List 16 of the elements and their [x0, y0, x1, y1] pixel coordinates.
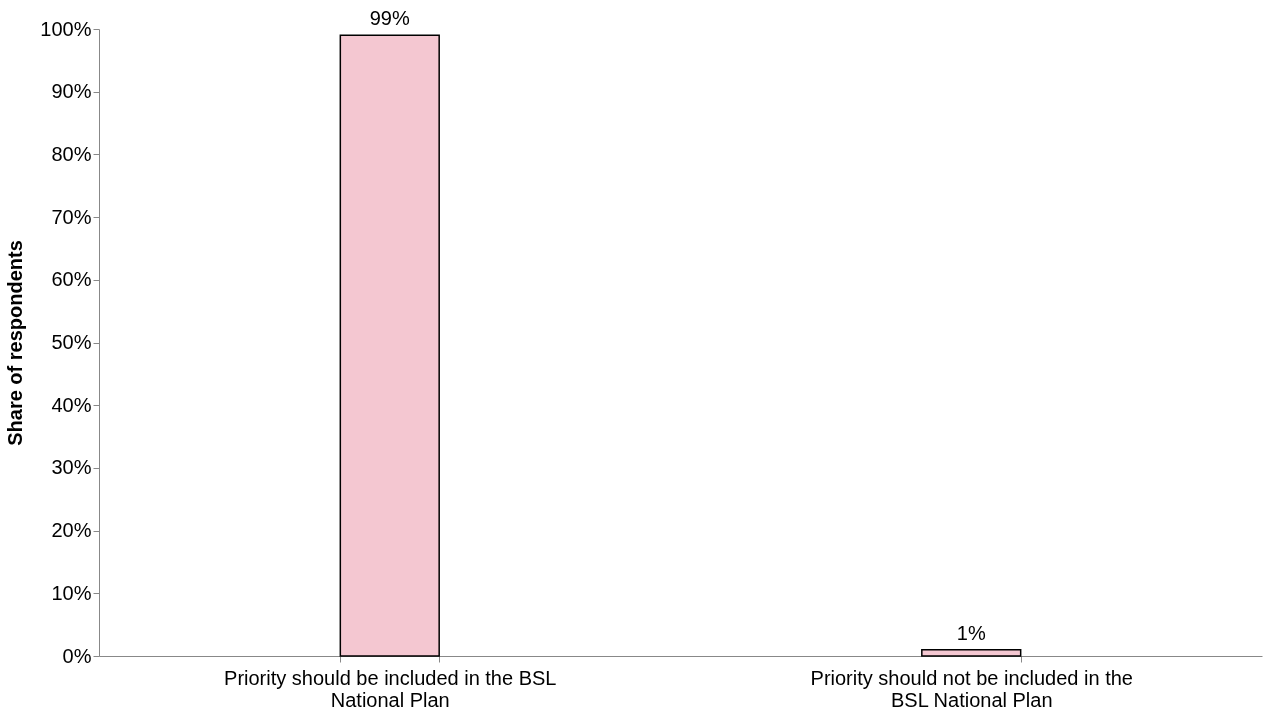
y-tick-label: 80% [51, 142, 92, 165]
y-axis-title: Share of respondents [4, 240, 27, 446]
y-tick-label: 90% [51, 80, 92, 103]
y-tick-label: 30% [51, 456, 92, 479]
y-tick-label: 70% [51, 205, 92, 228]
y-tick-label: 40% [51, 393, 92, 416]
y-tick-label: 50% [51, 331, 92, 353]
x-tick-label: Priority should not be included in the BSL National Plan [810, 666, 1133, 711]
y-tick-label: 100% [40, 17, 92, 40]
y-tick-label: 20% [51, 519, 92, 542]
x-tick-label: Priority should be included in the BSL National Plan [224, 666, 557, 711]
data-label: 99% [369, 7, 410, 30]
data-label: 1% [956, 621, 986, 644]
y-tick-label: 60% [51, 268, 92, 291]
y-tick-label: 10% [51, 581, 92, 604]
y-tick-label: 0% [62, 644, 92, 667]
